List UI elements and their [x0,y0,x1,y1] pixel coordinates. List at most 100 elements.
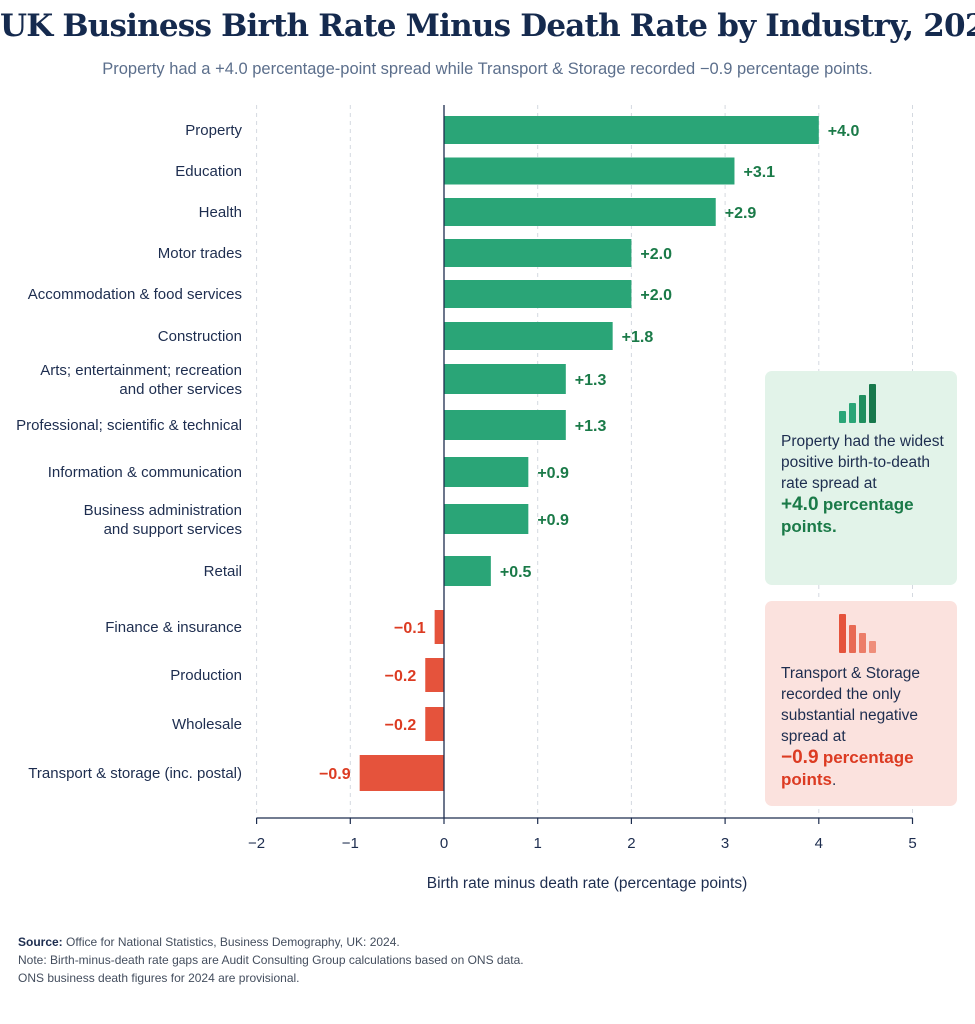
bar-chart-down-icon [839,614,876,653]
category-label-line: Motor trades [158,245,242,262]
tick-label: 2 [627,835,635,852]
bar [434,610,444,644]
tick-label: 3 [721,835,729,852]
category-label-line: Retail [204,563,242,580]
footer: Source: Office for National Statistics, … [18,933,524,987]
chart-title: UK Business Birth Rate Minus Death Rate … [0,8,975,44]
negative-callout-unit: percentage [822,748,914,767]
value-label: −0.1 [394,620,426,637]
positive-callout-text-block: Property had the widest positive birth-t… [781,431,951,538]
bar [444,322,613,350]
bar [444,198,716,226]
bar [444,410,566,440]
source-text: Office for National Statistics, Business… [66,935,400,949]
bar [444,556,491,586]
category-label-line: Accommodation & food services [28,286,242,303]
category-label-line: and support services [104,521,242,538]
value-label: +2.0 [640,246,672,263]
note-line-2: ONS business death figures for 2024 are … [18,971,300,985]
value-label: +3.1 [743,164,775,181]
category-label: Professional; scientific & technical [16,417,242,434]
category-label: Wholesale [172,716,242,733]
bar [444,239,632,267]
category-label-line: Professional; scientific & technical [16,417,242,434]
zero-axis-group [256,105,913,819]
category-label-line: Finance & insurance [105,619,242,636]
negative-callout-value: −0.9 [781,747,819,768]
category-label: Finance & insurance [105,619,242,636]
bar [444,116,819,144]
category-label-line: Information & communication [48,464,242,481]
category-label: Health [199,204,242,221]
category-label: Transport & storage (inc. postal) [28,765,242,782]
value-label: −0.2 [385,717,417,734]
source-label: Source: [18,935,63,949]
negative-callout-unit-2: points [781,770,832,789]
negative-callout-period: . [832,772,837,789]
category-label-line: Business administration [84,502,242,519]
category-label-line: Health [199,204,242,221]
category-label: Property [185,122,242,139]
category-label-line: Production [170,667,242,684]
category-label: Retail [204,563,242,580]
category-label: Motor trades [158,245,242,262]
negative-callout-text-block: Transport & Storage recorded the only su… [781,663,951,791]
positive-callout-unit-2: points. [781,517,837,536]
positive-callout-unit: percentage [822,495,914,514]
value-label: +1.8 [622,329,654,346]
category-label-line: Property [185,122,242,139]
value-label: +2.0 [640,287,672,304]
negative-callout: Transport & Storage recorded the only su… [765,601,957,806]
tick-label: 1 [534,835,542,852]
category-label: Accommodation & food services [28,286,242,303]
positive-callout-text: Property had the widest positive birth-t… [781,433,944,492]
value-label: +0.5 [500,564,532,581]
source-line: Source: Office for National Statistics, … [18,933,524,951]
category-label-line: and other services [119,381,242,398]
category-label: Education [175,163,242,180]
bar [359,755,444,791]
tick-label: −1 [342,835,359,852]
negative-callout-text: Transport & Storage recorded the only su… [781,665,920,745]
bar [444,157,735,185]
bar [444,364,566,394]
category-label: Arts; entertainment; recreation and other… [40,362,242,398]
category-label: Information & communication [48,464,242,481]
category-label: Production [170,667,242,684]
tick-label: −2 [248,835,265,852]
bars [359,116,819,791]
category-labels: Property Education Health Motor trades Accom… [16,122,242,782]
category-label-line: Construction [158,328,242,345]
value-label: +1.3 [575,372,607,389]
tick-label: 5 [908,835,916,852]
category-label: Construction [158,328,242,345]
bar [444,457,529,487]
value-label: +0.9 [537,465,569,482]
value-label: −0.2 [385,668,417,685]
chart-subtitle: Property had a +4.0 percentage-point spr… [102,60,873,78]
tick-label: 0 [440,835,448,852]
value-label: +0.9 [537,512,569,529]
category-label: Business administration and support servi… [84,502,242,538]
positive-callout: Property had the widest positive birth-t… [765,371,957,585]
note-line-1: Note: Birth-minus-death rate gaps are Au… [18,953,524,967]
category-label-line: Wholesale [172,716,242,733]
category-label-line: Education [175,163,242,180]
x-axis-ticks: −2 −1 0 1 2 3 4 5 [248,818,917,852]
bar [444,280,632,308]
value-label: −0.9 [319,766,351,783]
bar [425,658,444,692]
category-label-line: Arts; entertainment; recreation [40,362,242,379]
bar [425,707,444,741]
x-axis-title: Birth rate minus death rate (percentage … [427,875,748,892]
value-labels: +4.0 +3.1 +2.9 +2.0 +2.0 +1.8 +1.3 +1.3 +0.9 +0.9… [319,123,859,783]
tick-label: 4 [815,835,823,852]
positive-callout-value: +4.0 [781,494,819,515]
bar [444,504,529,534]
value-label: +4.0 [828,123,860,140]
bar-chart-up-icon [839,384,876,423]
category-label-line: Transport & storage (inc. postal) [28,765,242,782]
bar-chart: Property Education Health Motor trades Accom… [16,105,917,892]
value-label: +2.9 [725,205,757,222]
value-label: +1.3 [575,418,607,435]
